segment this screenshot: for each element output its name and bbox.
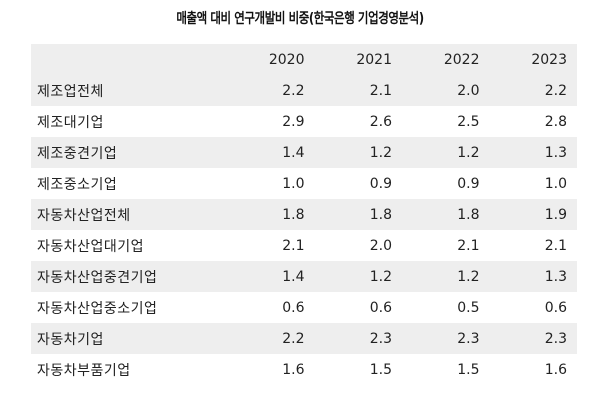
data-table: 2020 2021 2022 2023 제조업전체 2.2 2.1 2.0 2.2 제조대… [31, 44, 577, 385]
table-cell: 1.0 [227, 168, 315, 199]
table-cell: 2.1 [314, 75, 402, 106]
table-cell: 0.6 [489, 292, 577, 323]
table-cell: 1.4 [227, 261, 315, 292]
table-cell: 1.5 [402, 354, 490, 385]
table-cell: 1.6 [227, 354, 315, 385]
table-cell: 1.2 [402, 137, 490, 168]
row-label: 자동차기업 [31, 323, 227, 354]
table-row: 제조업전체 2.2 2.1 2.0 2.2 [31, 75, 577, 106]
column-header: 2023 [489, 44, 577, 75]
table-cell: 2.0 [402, 75, 490, 106]
table-cell: 1.3 [489, 137, 577, 168]
row-label: 자동차산업전체 [31, 199, 227, 230]
row-label: 제조중견기업 [31, 137, 227, 168]
table-cell: 2.1 [227, 230, 315, 261]
table-cell: 1.3 [489, 261, 577, 292]
table-row: 자동차산업중소기업 0.6 0.6 0.5 0.6 [31, 292, 577, 323]
table-cell: 2.6 [314, 106, 402, 137]
table-cell: 2.5 [402, 106, 490, 137]
chart-title: 매출액 대비 연구개발비 비중(한국은행 기업경영분석) [176, 11, 424, 27]
table-cell: 2.2 [489, 75, 577, 106]
table-cell: 1.0 [489, 168, 577, 199]
table-cell: 1.2 [314, 137, 402, 168]
table-row: 자동차산업중견기업 1.4 1.2 1.2 1.3 [31, 261, 577, 292]
row-label: 자동차산업중견기업 [31, 261, 227, 292]
row-label: 자동차부품기업 [31, 354, 227, 385]
table-cell: 1.2 [314, 261, 402, 292]
column-header: 2020 [227, 44, 315, 75]
table-cell: 1.5 [314, 354, 402, 385]
table-row: 자동차부품기업 1.6 1.5 1.5 1.6 [31, 354, 577, 385]
table-cell: 2.1 [489, 230, 577, 261]
table-cell: 2.9 [227, 106, 315, 137]
table-cell: 2.8 [489, 106, 577, 137]
row-label: 제조대기업 [31, 106, 227, 137]
column-header: 2021 [314, 44, 402, 75]
table-cell: 1.8 [314, 199, 402, 230]
table-cell: 0.6 [227, 292, 315, 323]
table-cell: 1.2 [402, 261, 490, 292]
table-row: 자동차산업대기업 2.1 2.0 2.1 2.1 [31, 230, 577, 261]
table-cell: 0.9 [314, 168, 402, 199]
table-cell: 2.3 [402, 323, 490, 354]
table-cell: 1.9 [489, 199, 577, 230]
table-cell: 2.2 [227, 323, 315, 354]
table-cell: 2.1 [402, 230, 490, 261]
table-cell: 1.6 [489, 354, 577, 385]
column-header: 2022 [402, 44, 490, 75]
row-label: 자동차산업대기업 [31, 230, 227, 261]
row-label: 제조중소기업 [31, 168, 227, 199]
table-cell: 0.5 [402, 292, 490, 323]
table-row: 자동차산업전체 1.8 1.8 1.8 1.9 [31, 199, 577, 230]
table-row: 자동차기업 2.2 2.3 2.3 2.3 [31, 323, 577, 354]
table-cell: 1.8 [227, 199, 315, 230]
row-label: 자동차산업중소기업 [31, 292, 227, 323]
table-row: 제조중소기업 1.0 0.9 0.9 1.0 [31, 168, 577, 199]
table-body: 제조업전체 2.2 2.1 2.0 2.2 제조대기업 2.9 2.6 2.5 2.8 제조중견기업… [31, 75, 577, 385]
table-cell: 0.9 [402, 168, 490, 199]
table-cell: 2.0 [314, 230, 402, 261]
header-row: 2020 2021 2022 2023 [31, 44, 577, 75]
table-row: 제조대기업 2.9 2.6 2.5 2.8 [31, 106, 577, 137]
table-cell: 0.6 [314, 292, 402, 323]
table-cell: 2.3 [314, 323, 402, 354]
row-label: 제조업전체 [31, 75, 227, 106]
table-cell: 1.4 [227, 137, 315, 168]
table-cell: 2.3 [489, 323, 577, 354]
table-row: 제조중견기업 1.4 1.2 1.2 1.3 [31, 137, 577, 168]
table-cell: 2.2 [227, 75, 315, 106]
table-cell: 1.8 [402, 199, 490, 230]
header-corner [31, 44, 227, 75]
